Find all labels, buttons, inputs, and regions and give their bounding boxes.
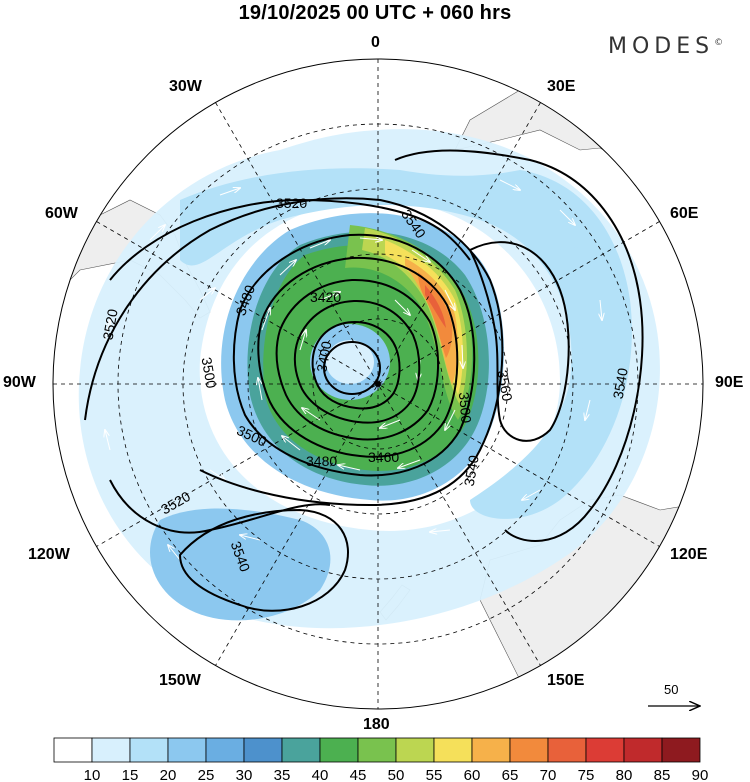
lon-label-30e: 30E xyxy=(547,78,576,95)
colorbar-swatch xyxy=(395,737,435,763)
colorbar-tick-label: 55 xyxy=(426,767,443,782)
lon-label-60e: 60E xyxy=(670,205,699,222)
lon-label-150w: 150W xyxy=(159,672,201,689)
colorbar-swatch xyxy=(91,737,131,763)
colorbar-tick-label: 60 xyxy=(464,767,481,782)
lon-label-120w: 120W xyxy=(28,546,70,563)
contour-label: 3460 xyxy=(368,449,399,465)
colorbar-tick-label: 50 xyxy=(388,767,405,782)
pole-marker xyxy=(375,381,381,387)
colorbar-swatch xyxy=(319,737,359,763)
colorbar-tick-label: 20 xyxy=(160,767,177,782)
lon-label-180: 180 xyxy=(363,716,390,733)
contour-label: 3560 xyxy=(495,369,516,403)
colorbar-tick-label: 65 xyxy=(502,767,519,782)
colorbar-tick-label: 40 xyxy=(312,767,329,782)
contour-label: 3540 xyxy=(461,454,482,488)
lon-label-90w: 90W xyxy=(3,374,36,391)
graticule xyxy=(53,59,703,709)
lon-label-150e: 150E xyxy=(547,672,585,689)
colorbar-tick-label: 75 xyxy=(578,767,595,782)
colorbar-tick-label: 80 xyxy=(616,767,633,782)
contour-label: 3520 xyxy=(100,308,121,342)
wind-reference-label: 50 xyxy=(664,682,679,697)
colorbar-swatch xyxy=(167,737,207,763)
colorbar-tick-label: 30 xyxy=(236,767,253,782)
colorbar-tick-label: 70 xyxy=(540,767,557,782)
colorbar-tick-label: 85 xyxy=(654,767,671,782)
colorbar-swatch xyxy=(281,737,321,763)
colorbar-swatch xyxy=(205,737,245,763)
lon-label-0: 0 xyxy=(371,34,380,51)
colorbar-swatch xyxy=(471,737,511,763)
colorbar-swatch xyxy=(623,737,663,763)
wind-vectors xyxy=(105,179,602,561)
contour-label: 3500 xyxy=(199,356,220,390)
lon-label-60w: 60W xyxy=(45,205,78,222)
shade-55 xyxy=(362,228,467,405)
colorbar-tick-label: 15 xyxy=(122,767,139,782)
map-border xyxy=(52,58,704,710)
lon-label-120e: 120E xyxy=(670,546,708,563)
shade-pole xyxy=(326,340,374,384)
colorbar-tick-label: 90 xyxy=(692,767,709,782)
colorbar-swatch xyxy=(547,737,587,763)
lon-label-30w: 30W xyxy=(169,78,202,95)
colorbar-swatch xyxy=(433,737,473,763)
colorbar-swatch xyxy=(585,737,625,763)
contour-label: 3400 xyxy=(313,340,334,374)
contour-label: 3540 xyxy=(610,367,631,401)
colorbar-tick-label: 35 xyxy=(274,767,291,782)
shade-lower-arm xyxy=(150,508,331,621)
brand-mark: © xyxy=(714,38,724,48)
colorbar-swatch xyxy=(357,737,397,763)
colorbar-swatch xyxy=(53,737,93,763)
shade-75 xyxy=(425,285,446,328)
brand-text: MODES xyxy=(608,34,715,59)
lon-label-90e: 90E xyxy=(715,374,744,391)
contour-label: 3520 xyxy=(276,195,307,211)
colorbar-swatch xyxy=(509,737,549,763)
contour-label: 3420 xyxy=(310,289,341,305)
colorbar-tick-label: 25 xyxy=(198,767,215,782)
shade-15 xyxy=(180,168,632,519)
colorbar-swatch xyxy=(661,737,701,763)
contour-label: 3480 xyxy=(306,453,337,469)
map-title: 19/10/2025 00 UTC + 060 hrs xyxy=(238,2,512,24)
colorbar-tick-label: 45 xyxy=(350,767,367,782)
height-contours xyxy=(84,149,644,612)
colorbar-swatch xyxy=(129,737,169,763)
shade-right-arm xyxy=(553,247,626,479)
colorbar-swatch xyxy=(243,737,283,763)
modes-logo: MODES© xyxy=(608,34,723,59)
contour-label: 3500 xyxy=(456,391,475,424)
colorbar-tick-label: 10 xyxy=(84,767,101,782)
